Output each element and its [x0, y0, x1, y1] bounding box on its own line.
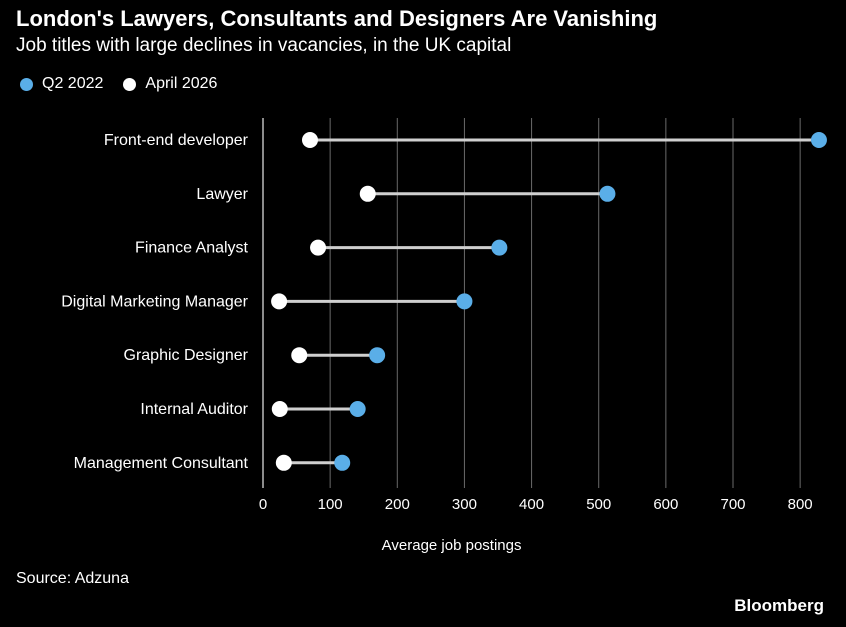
- legend-label-q2-2022: Q2 2022: [42, 75, 104, 92]
- legend-item-april-2026: April 2026: [123, 75, 217, 93]
- category-label-finance-analyst: Finance Analyst: [135, 240, 249, 257]
- category-label-graphic-designer: Graphic Designer: [124, 347, 249, 364]
- legend-label-april-2026: April 2026: [145, 75, 218, 92]
- x-tick-label-100: 100: [318, 496, 343, 513]
- x-tick-label-500: 500: [586, 496, 611, 513]
- x-tick-label-700: 700: [720, 496, 745, 513]
- legend-swatch-april-2026: [123, 77, 137, 91]
- category-label-lawyer: Lawyer: [196, 186, 248, 203]
- category-label-digital-marketing-manager: Digital Marketing Manager: [61, 293, 248, 310]
- x-tick-label-600: 600: [653, 496, 678, 513]
- x-axis-label: Average job postings: [382, 537, 522, 554]
- point-q2-2022-internal-auditor: [349, 401, 366, 417]
- legend: Q2 2022 April 2026: [20, 75, 237, 93]
- point-april-2026-lawyer: [359, 185, 376, 202]
- chart-subtitle: Job titles with large declines in vacanc…: [16, 35, 512, 56]
- point-q2-2022-front-end-developer: [810, 132, 827, 148]
- point-q2-2022-digital-marketing-manager: [456, 293, 473, 310]
- chart-title: London's Lawyers, Consultants and Design…: [16, 6, 658, 31]
- category-label-internal-auditor: Internal Auditor: [140, 401, 248, 418]
- legend-item-q2-2022: Q2 2022: [20, 75, 103, 93]
- point-april-2026-finance-analyst: [310, 239, 327, 256]
- point-april-2026-management-consultant: [275, 454, 292, 471]
- point-april-2026-graphic-designer: [291, 347, 308, 364]
- legend-swatch-q2-2022: [20, 77, 33, 91]
- x-tick-label-300: 300: [452, 496, 477, 513]
- x-tick-label-800: 800: [788, 496, 813, 513]
- point-q2-2022-lawyer: [599, 185, 616, 202]
- point-april-2026-front-end-developer: [302, 132, 318, 148]
- point-q2-2022-management-consultant: [334, 454, 351, 471]
- category-label-front-end-developer: Front-end developer: [104, 132, 249, 149]
- category-label-management-consultant: Management Consultant: [74, 455, 249, 472]
- point-april-2026-internal-auditor: [271, 401, 288, 417]
- x-tick-label-400: 400: [519, 496, 544, 513]
- bloomberg-logo: Bloomberg: [734, 596, 824, 615]
- source-note: Source: Adzuna: [16, 570, 129, 587]
- point-q2-2022-finance-analyst: [491, 239, 508, 256]
- point-q2-2022-graphic-designer: [369, 347, 386, 364]
- x-tick-label-0: 0: [259, 496, 267, 513]
- x-tick-label-200: 200: [385, 496, 410, 513]
- point-april-2026-digital-marketing-manager: [271, 293, 288, 310]
